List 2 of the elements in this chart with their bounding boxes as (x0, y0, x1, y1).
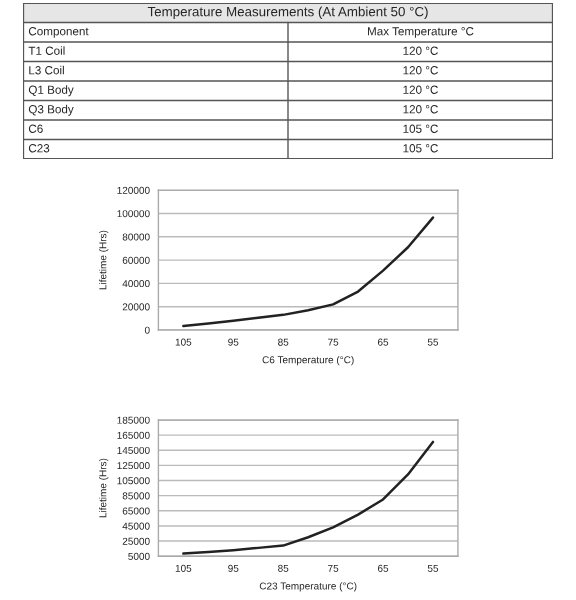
line-series (182, 216, 435, 328)
line-series (182, 440, 435, 555)
